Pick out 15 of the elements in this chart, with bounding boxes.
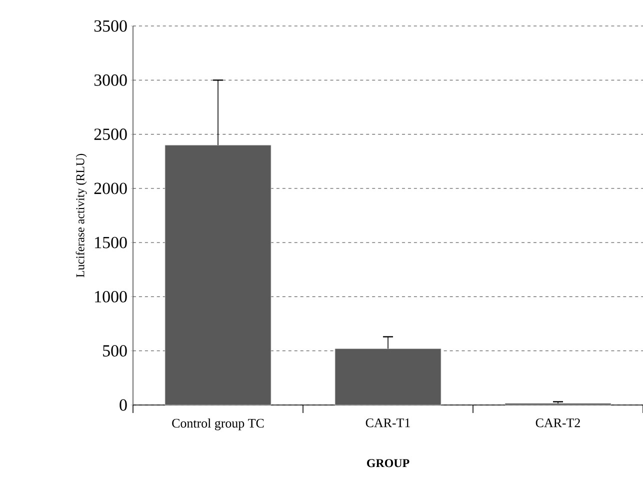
bar	[334, 348, 442, 406]
x-tick-label: Control group TC	[172, 418, 264, 430]
y-tick-label: 500	[103, 345, 127, 357]
y-tick-label: 3000	[94, 74, 127, 86]
y-tick-label: 1000	[95, 290, 127, 302]
x-tick-label: CAR-T1	[366, 418, 410, 428]
x-tick-label: CAR-T2	[536, 418, 580, 428]
y-tick-label: 1500	[95, 236, 127, 248]
y-tick-label: 0	[120, 399, 127, 411]
y-tick-label: 3500	[94, 20, 127, 32]
x-axis-title: GROUP	[367, 459, 410, 468]
y-tick-label: 2000	[94, 182, 127, 194]
bar	[164, 144, 272, 406]
y-tick-label: 2500	[94, 128, 127, 140]
y-axis-title: Luciferase activity (RLU)	[76, 154, 87, 278]
